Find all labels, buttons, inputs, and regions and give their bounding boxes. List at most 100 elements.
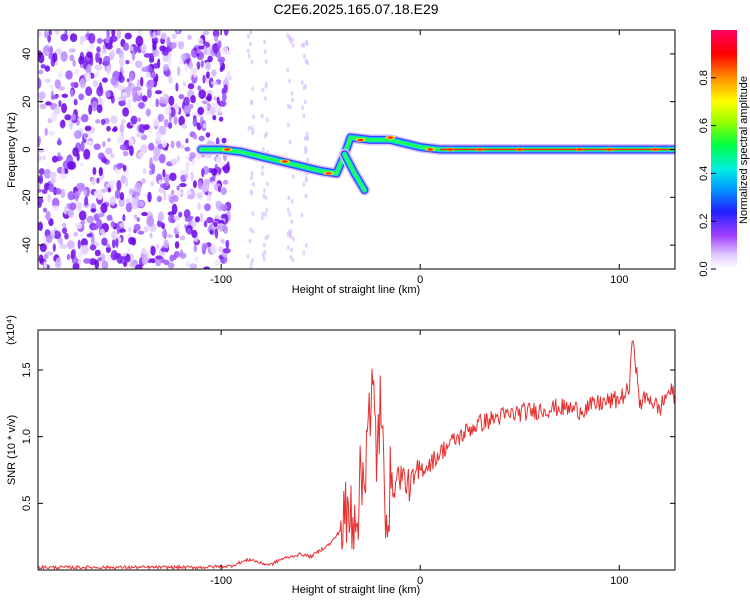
spectrogram-noise-cell — [218, 116, 224, 122]
spectrogram-noise-cell — [174, 241, 180, 249]
spectrogram-noise-cell — [96, 218, 103, 229]
spectrogram-noise-cell — [140, 43, 147, 52]
spectrogram-noise-cell — [176, 30, 180, 34]
spectrogram-noise-cell — [185, 138, 189, 144]
spectrogram-noise-cell — [221, 137, 227, 144]
spectrogram-noise-cell — [39, 95, 43, 104]
spectrogram-noise-cell — [119, 144, 128, 151]
spectrogram-noise-cell — [213, 96, 218, 101]
spectrogram-noise-cell — [149, 232, 153, 239]
spectrogram-noise-cell — [176, 191, 184, 196]
spectrogram-noise-cell — [205, 132, 211, 138]
spectrogram-streak-cell — [251, 211, 255, 217]
spectrogram-noise-cell — [161, 229, 168, 238]
spectrogram-noise-cell — [88, 104, 93, 115]
spectrogram-streak-cell — [263, 211, 267, 217]
spectrogram-noise-cell — [217, 219, 225, 225]
spectrogram-noise-cell — [134, 264, 143, 269]
spectrogram-noise-cell — [57, 137, 61, 146]
spectrogram-noise-cell — [131, 198, 139, 210]
spectrogram-noise-cell — [178, 41, 185, 50]
spectrogram-noise-cell — [206, 216, 214, 224]
spectrogram-noise-cell — [204, 203, 211, 212]
spectrogram-noise-cell — [66, 240, 75, 250]
spectrogram-noise-cell — [48, 30, 53, 36]
spectrogram-noise-cell — [103, 55, 111, 66]
spectrogram-noise-cell — [213, 221, 218, 228]
spectrogram-noise-cell — [72, 59, 76, 67]
spectrogram-noise-cell — [96, 104, 103, 114]
colorbar-tick-label: 0.4 — [698, 166, 710, 181]
spectrogram-noise-cell — [96, 85, 104, 97]
spectrogram-streak-cell — [251, 114, 255, 120]
spectrogram-noise-cell — [205, 71, 210, 79]
spectrogram-noise-cell — [41, 189, 48, 195]
spectrogram-noise-cell — [178, 211, 183, 218]
spectrogram-noise-cell — [191, 158, 196, 167]
spectrogram-noise-cell — [167, 122, 173, 129]
spectrogram-x-tick-label: -100 — [210, 274, 232, 286]
spectrogram-streak-cell — [263, 49, 267, 55]
spectrogram-noise-cell — [219, 204, 228, 211]
spectrogram-noise-cell — [128, 236, 135, 245]
spectrogram-noise-cell — [38, 221, 43, 231]
spectrogram-streak-cell — [249, 30, 253, 35]
spectrogram-noise-cell — [186, 190, 192, 196]
spectrogram-noise-cell — [80, 238, 88, 248]
spectrogram-noise-cell — [218, 222, 224, 232]
spectrogram-noise-cell — [122, 164, 127, 172]
spectrogram-noise-cell — [94, 259, 100, 269]
spectrogram-noise-cell — [111, 238, 116, 249]
snr-x-tick-label: 100 — [610, 575, 628, 587]
spectrogram-noise-cell — [59, 172, 67, 180]
spectrogram-noise-cell — [97, 207, 101, 215]
spectrogram-noise-cell — [97, 152, 105, 160]
spectrogram-noise-cell — [90, 73, 95, 79]
spectrogram-streak-cell — [263, 39, 267, 45]
spectrogram-noise-cell — [141, 95, 148, 102]
spectrogram-noise-cell — [150, 245, 156, 256]
snr-panel: -100 0 100 0.5 1.0 1.5 (x10⁴) Height of stra… — [5, 315, 676, 596]
spectrogram-noise-cell — [222, 45, 229, 55]
spectrogram-noise-cell — [42, 50, 50, 56]
spectrogram-noise-cell — [214, 227, 219, 239]
spectrogram-noise-cell — [54, 187, 62, 195]
spectrogram-noise-cell — [137, 102, 145, 109]
spectrogram-noise-cell — [86, 233, 93, 238]
spectrogram-streak-cell — [250, 99, 254, 105]
spectrogram-noise-cell — [217, 40, 222, 49]
spectrogram-noise-cell — [84, 125, 92, 132]
spectrogram-noise-cell — [38, 31, 42, 38]
spectrogram-noise-cell — [99, 228, 105, 235]
spectrogram-noise-cell — [190, 95, 196, 104]
spectrogram-noise-cell — [109, 179, 117, 186]
spectrogram-noise-cell — [184, 62, 189, 73]
spectrogram-noise-cell — [145, 108, 151, 117]
spectrogram-noise-cell — [59, 243, 68, 250]
spectrogram-noise-cell — [74, 190, 79, 202]
spectrogram-noise-cell — [136, 30, 142, 38]
spectrogram-noise-cell — [38, 174, 44, 185]
spectrogram-noise-cell — [116, 30, 122, 40]
spectrogram-noise-cell — [197, 202, 201, 211]
spectrogram-noise-cell — [133, 223, 141, 231]
spectrogram-noise-cell — [179, 144, 185, 149]
spectrogram-noise-cell — [52, 52, 58, 63]
spectrogram-streak-cell — [289, 255, 293, 261]
spectrogram-streak-cell — [306, 157, 310, 163]
spectrogram-noise-cell — [152, 118, 160, 127]
spectrogram-noise-cell — [55, 257, 62, 269]
spectrogram-noise-cell — [214, 259, 220, 267]
spectrogram-noise-cell — [164, 106, 172, 116]
spectrogram-noise-cell — [178, 94, 185, 100]
spectrogram-noise-cell — [93, 190, 99, 198]
spectrogram-streak-cell — [262, 193, 266, 199]
spectrogram-noise-cell — [117, 96, 125, 102]
spectrogram-noise-cell — [226, 70, 231, 79]
spectrogram-noise-cell — [205, 61, 211, 71]
spectrogram-streak-cell — [305, 131, 309, 137]
spectrogram-x-tick-label: 0 — [417, 274, 423, 286]
spectrogram-streak-cell — [250, 59, 254, 65]
spectrogram-noise-cell — [221, 88, 225, 95]
spectrogram-streak-cell — [288, 104, 292, 110]
